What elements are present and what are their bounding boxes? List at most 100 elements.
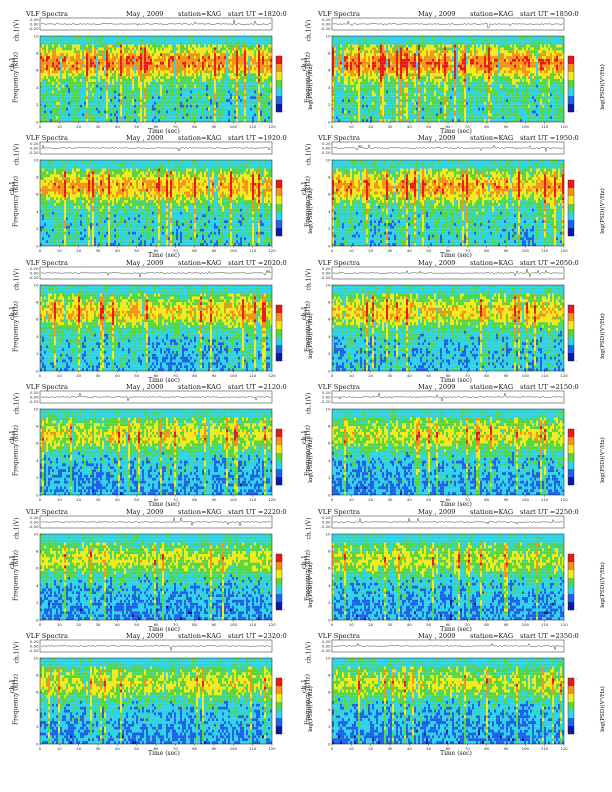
heatmap-cell xyxy=(82,107,85,111)
heatmap-cell xyxy=(124,90,127,94)
heatmap-cell xyxy=(246,67,249,71)
heatmap-cell xyxy=(76,81,79,85)
heatmap-cell xyxy=(202,76,205,80)
heatmap-cell xyxy=(62,36,65,39)
heatmap-cell xyxy=(84,107,87,111)
heatmap-cell xyxy=(224,76,227,80)
heatmap-cell xyxy=(116,53,119,57)
heatmap-cell xyxy=(220,38,223,42)
heatmap-cell xyxy=(362,67,365,71)
heatmap-cell xyxy=(190,73,193,77)
heatmap-cell xyxy=(154,36,157,39)
heatmap-cell xyxy=(412,70,415,74)
heatmap-cell xyxy=(42,81,45,85)
heatmap-cell xyxy=(150,96,153,100)
heatmap-cell xyxy=(238,90,241,94)
heatmap-cell xyxy=(204,58,207,62)
heatmap-cell xyxy=(458,64,461,68)
heatmap-cell xyxy=(246,36,249,39)
heatmap-cell xyxy=(140,70,143,74)
heatmap-cell xyxy=(180,79,183,82)
heatmap-cell xyxy=(416,56,419,59)
heatmap-cell xyxy=(218,53,221,57)
heatmap-cell xyxy=(208,61,211,65)
heatmap-cell xyxy=(162,53,165,57)
heatmap-cell xyxy=(40,58,43,62)
heatmap-cell xyxy=(94,93,97,97)
heatmap-cell xyxy=(148,104,151,108)
heatmap-cell xyxy=(422,64,425,68)
heatmap-cell xyxy=(224,73,227,77)
heatmap-cell xyxy=(404,50,407,54)
heatmap-cell xyxy=(146,73,149,77)
heatmap-cell xyxy=(372,47,375,51)
heatmap-cell xyxy=(394,64,397,68)
heatmap-cell xyxy=(126,73,129,77)
heatmap-cell xyxy=(154,87,157,91)
heatmap-cell xyxy=(194,113,197,117)
heatmap-cell xyxy=(148,96,151,100)
heatmap-cell xyxy=(266,87,269,91)
heatmap-cell xyxy=(208,53,211,57)
heatmap-cell xyxy=(402,38,405,42)
heatmap-cell xyxy=(172,99,175,102)
heatmap-cell xyxy=(530,58,533,62)
heatmap-cell xyxy=(332,44,335,48)
heatmap-cell xyxy=(192,116,195,120)
heatmap-cell xyxy=(268,41,271,45)
heatmap-cell xyxy=(444,41,447,45)
heatmap-cell xyxy=(154,99,157,102)
heatmap-cell xyxy=(174,44,177,48)
heatmap-cell xyxy=(110,61,113,65)
heatmap-cell xyxy=(256,79,259,82)
heatmap-cell xyxy=(420,44,423,48)
heatmap-cell xyxy=(56,76,59,80)
heatmap-cell xyxy=(78,64,81,68)
heatmap-cell xyxy=(264,104,267,108)
heatmap-cell xyxy=(164,81,167,85)
heatmap-cell xyxy=(88,56,91,59)
heatmap-cell xyxy=(210,50,213,54)
heatmap-cell xyxy=(372,41,375,45)
heatmap-cell xyxy=(168,81,171,85)
heatmap-cell xyxy=(120,119,123,123)
heatmap-cell xyxy=(130,73,133,77)
heatmap-cell xyxy=(378,44,381,48)
heatmap-cell xyxy=(166,58,169,62)
heatmap-cell xyxy=(224,110,227,114)
heatmap-cell xyxy=(368,67,371,71)
heatmap-cell xyxy=(182,36,185,39)
heatmap-cell xyxy=(354,38,357,42)
heatmap-cell xyxy=(100,107,103,111)
heatmap-cell xyxy=(530,50,533,54)
heatmap-cell xyxy=(420,50,423,54)
heatmap-cell xyxy=(62,50,65,54)
heatmap-cell xyxy=(72,87,75,91)
heatmap-cell xyxy=(128,58,131,62)
heatmap-cell xyxy=(68,99,71,102)
heatmap-cell xyxy=(332,38,335,42)
heatmap-cell xyxy=(374,61,377,65)
heatmap-cell xyxy=(70,73,73,77)
heatmap-cell xyxy=(120,53,123,57)
heatmap-cell xyxy=(210,84,213,88)
heatmap-cell xyxy=(552,56,555,59)
heatmap-cell xyxy=(388,58,391,62)
heatmap-cell xyxy=(190,107,193,111)
heatmap-cell xyxy=(224,113,227,117)
heatmap-cell xyxy=(478,50,481,54)
waveform-trace xyxy=(40,19,272,26)
heatmap-cell xyxy=(50,81,53,85)
heatmap-cell xyxy=(46,44,49,48)
heatmap-cell xyxy=(422,67,425,71)
heatmap-cell xyxy=(560,56,563,59)
heatmap-cell xyxy=(178,96,181,100)
heatmap-cell xyxy=(56,38,59,42)
heatmap-cell xyxy=(214,104,217,108)
heatmap-cell xyxy=(182,93,185,97)
heatmap-cell xyxy=(148,36,151,39)
heatmap-cell xyxy=(250,119,253,123)
heatmap-cell xyxy=(102,87,105,91)
heatmap-cell xyxy=(562,61,565,65)
heatmap-cell xyxy=(66,36,69,39)
